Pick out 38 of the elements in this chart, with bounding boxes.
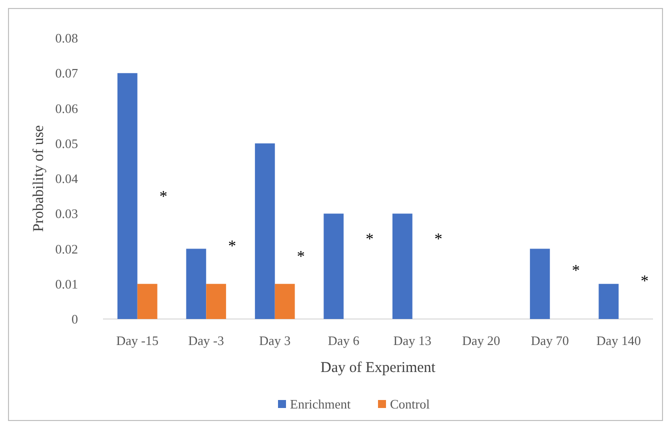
- bar: [274, 284, 295, 319]
- x-tick-label: Day -3: [188, 333, 224, 348]
- bar: [530, 248, 550, 319]
- y-tick-label: 0: [72, 312, 78, 327]
- annotation: *: [640, 272, 649, 290]
- x-tick-label: Day 13: [393, 333, 432, 348]
- legend-label: Control: [390, 396, 430, 412]
- annotation: *: [572, 262, 580, 280]
- y-tick-label: 0.03: [55, 206, 78, 222]
- bar: [137, 284, 158, 319]
- annotation: *: [366, 230, 374, 248]
- x-axis-title: Day of Experiment: [320, 360, 436, 376]
- annotation: *: [434, 230, 442, 248]
- bar: [254, 143, 275, 319]
- x-tick-label: Day 70: [530, 333, 569, 348]
- y-tick-label: 0.06: [55, 100, 78, 116]
- bar: [206, 284, 226, 319]
- y-tick-label: 0.01: [55, 276, 78, 292]
- y-tick-label: 0.04: [55, 171, 78, 186]
- y-tick-label: 0.02: [55, 241, 78, 256]
- x-tick-label: Day -15: [116, 333, 158, 348]
- bar: [392, 214, 412, 319]
- y-tick-label: 0.07: [55, 66, 78, 81]
- y-axis-title: Probability of use: [31, 124, 47, 232]
- legend-label: Enrichment: [290, 396, 352, 412]
- annotation: *: [159, 188, 168, 206]
- y-tick-label: 0.08: [55, 30, 78, 46]
- x-tick-label: Day 3: [259, 333, 291, 348]
- annotation: *: [228, 238, 236, 255]
- bar: [324, 214, 344, 319]
- bar: [117, 73, 138, 319]
- annotation: *: [296, 248, 305, 266]
- x-tick-label: Day 6: [328, 333, 360, 348]
- x-tick-label: Day 140: [596, 333, 641, 348]
- x-tick-label: Day 20: [462, 333, 500, 348]
- bar: [598, 284, 619, 319]
- bar: [186, 248, 206, 319]
- y-tick-label: 0.05: [55, 136, 78, 151]
